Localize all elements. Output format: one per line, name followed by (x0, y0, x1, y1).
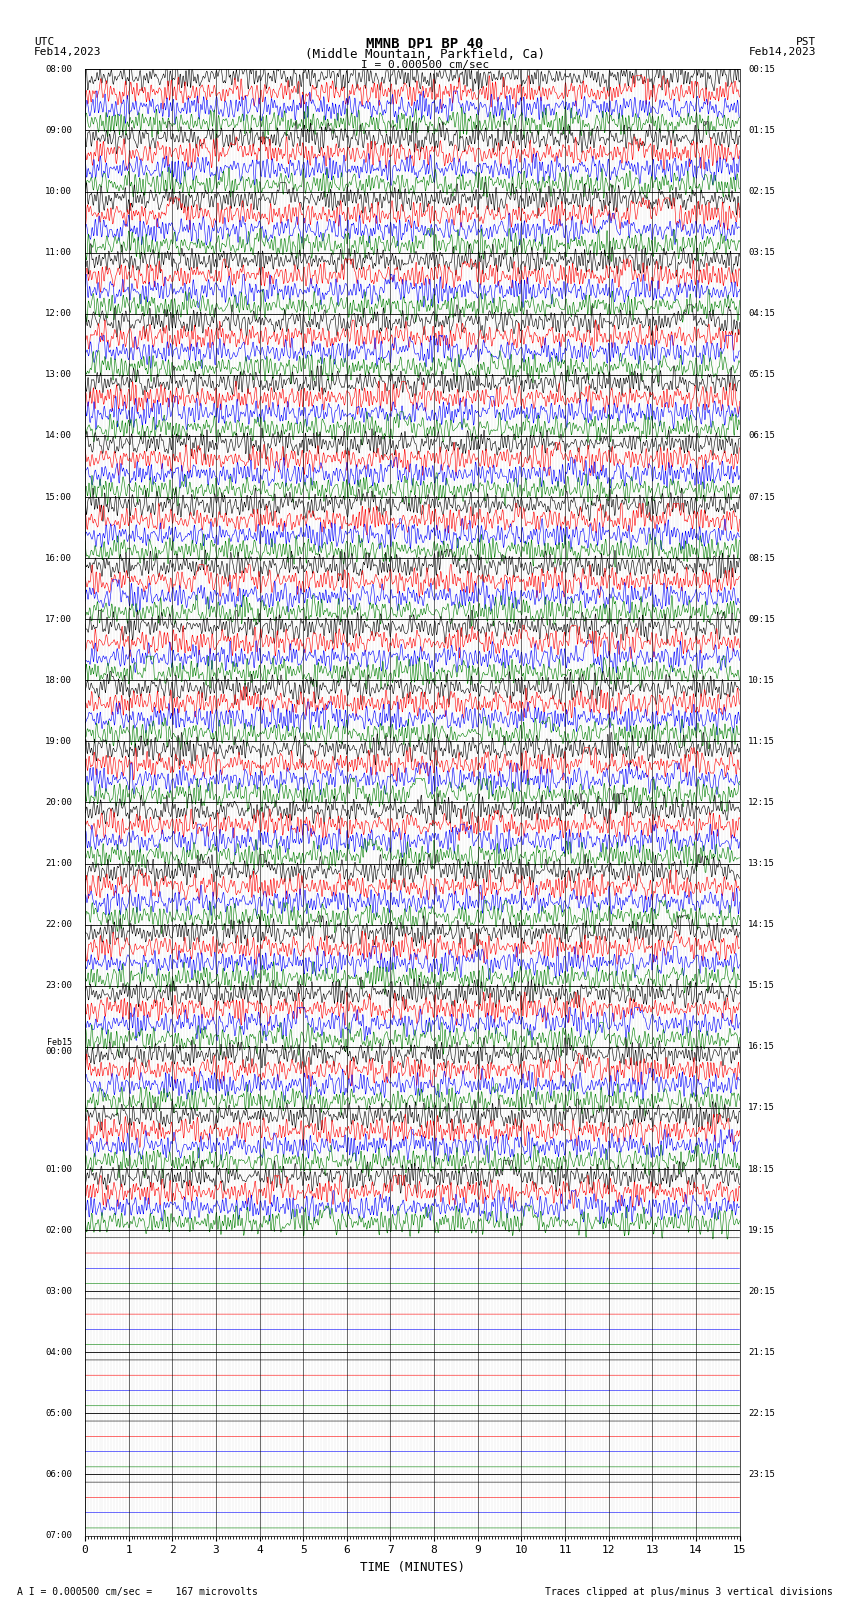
Text: (Middle Mountain, Parkfield, Ca): (Middle Mountain, Parkfield, Ca) (305, 48, 545, 61)
Text: 01:00: 01:00 (45, 1165, 72, 1174)
Text: 14:15: 14:15 (748, 919, 775, 929)
Text: 22:00: 22:00 (45, 919, 72, 929)
Text: Feb14,2023: Feb14,2023 (34, 47, 101, 56)
Text: 15:15: 15:15 (748, 981, 775, 990)
Text: 06:00: 06:00 (45, 1469, 72, 1479)
Text: 18:15: 18:15 (748, 1165, 775, 1174)
Text: 22:15: 22:15 (748, 1408, 775, 1418)
Text: 11:15: 11:15 (748, 737, 775, 745)
Text: 12:00: 12:00 (45, 310, 72, 318)
Text: 04:15: 04:15 (748, 310, 775, 318)
Text: Feb15: Feb15 (47, 1037, 72, 1047)
Text: 21:15: 21:15 (748, 1348, 775, 1357)
Text: 16:00: 16:00 (45, 553, 72, 563)
Text: 16:15: 16:15 (748, 1042, 775, 1052)
Text: 09:15: 09:15 (748, 615, 775, 624)
Text: Traces clipped at plus/minus 3 vertical divisions: Traces clipped at plus/minus 3 vertical … (545, 1587, 833, 1597)
Text: 14:00: 14:00 (45, 431, 72, 440)
Text: 11:00: 11:00 (45, 248, 72, 256)
Text: 04:00: 04:00 (45, 1348, 72, 1357)
Text: 19:15: 19:15 (748, 1226, 775, 1234)
Text: 07:15: 07:15 (748, 492, 775, 502)
Text: PST: PST (796, 37, 816, 47)
Text: UTC: UTC (34, 37, 54, 47)
Text: 10:00: 10:00 (45, 187, 72, 197)
Text: I = 0.000500 cm/sec: I = 0.000500 cm/sec (361, 60, 489, 69)
Text: 07:00: 07:00 (45, 1531, 72, 1540)
Text: 20:00: 20:00 (45, 798, 72, 806)
Text: 00:15: 00:15 (748, 65, 775, 74)
Text: 03:15: 03:15 (748, 248, 775, 256)
Text: 13:15: 13:15 (748, 860, 775, 868)
Text: 05:15: 05:15 (748, 371, 775, 379)
Text: 02:00: 02:00 (45, 1226, 72, 1234)
Text: 09:00: 09:00 (45, 126, 72, 135)
Text: A I = 0.000500 cm/sec =    167 microvolts: A I = 0.000500 cm/sec = 167 microvolts (17, 1587, 258, 1597)
Text: 18:00: 18:00 (45, 676, 72, 686)
Text: 13:00: 13:00 (45, 371, 72, 379)
Text: 03:00: 03:00 (45, 1287, 72, 1295)
Text: MMNB DP1 BP 40: MMNB DP1 BP 40 (366, 37, 484, 52)
Text: 06:15: 06:15 (748, 431, 775, 440)
Text: 08:15: 08:15 (748, 553, 775, 563)
Text: 15:00: 15:00 (45, 492, 72, 502)
Text: 17:00: 17:00 (45, 615, 72, 624)
Text: 20:15: 20:15 (748, 1287, 775, 1295)
Text: 00:00: 00:00 (45, 1047, 72, 1057)
Text: 19:00: 19:00 (45, 737, 72, 745)
Text: 01:15: 01:15 (748, 126, 775, 135)
Text: Feb14,2023: Feb14,2023 (749, 47, 816, 56)
Text: 05:00: 05:00 (45, 1408, 72, 1418)
Text: 23:15: 23:15 (748, 1469, 775, 1479)
Text: 17:15: 17:15 (748, 1103, 775, 1113)
Text: 10:15: 10:15 (748, 676, 775, 686)
Text: 02:15: 02:15 (748, 187, 775, 197)
Text: 08:00: 08:00 (45, 65, 72, 74)
X-axis label: TIME (MINUTES): TIME (MINUTES) (360, 1561, 465, 1574)
Text: 12:15: 12:15 (748, 798, 775, 806)
Text: 21:00: 21:00 (45, 860, 72, 868)
Text: 23:00: 23:00 (45, 981, 72, 990)
